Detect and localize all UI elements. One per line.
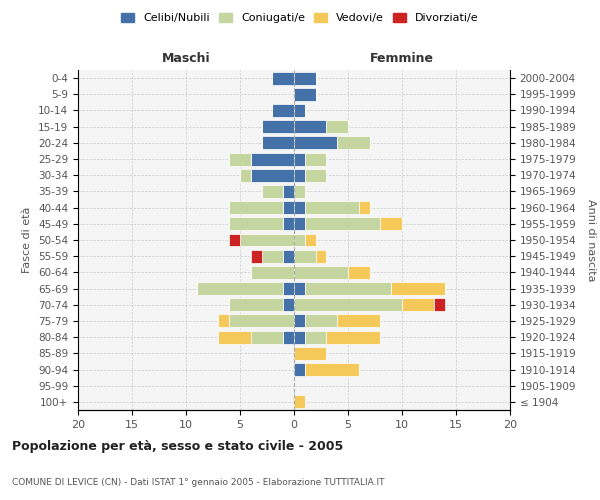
Bar [294,72,316,85]
Bar [283,185,294,198]
Bar [251,330,283,344]
Bar [272,104,294,117]
Bar [348,266,370,279]
Bar [402,298,434,311]
Bar [262,136,294,149]
Bar [380,218,402,230]
Bar [197,282,283,295]
Bar [359,201,370,214]
Bar [251,152,294,166]
Bar [283,330,294,344]
Bar [294,169,305,181]
Bar [262,120,294,133]
Bar [305,201,359,214]
Bar [316,250,326,262]
Bar [326,120,348,133]
Bar [218,330,251,344]
Bar [434,298,445,311]
Bar [305,363,359,376]
Bar [305,314,337,328]
Bar [294,298,402,311]
Bar [305,282,391,295]
Bar [262,185,283,198]
Bar [229,201,283,214]
Bar [229,314,294,328]
Text: COMUNE DI LEVICE (CN) - Dati ISTAT 1° gennaio 2005 - Elaborazione TUTTITALIA.IT: COMUNE DI LEVICE (CN) - Dati ISTAT 1° ge… [12,478,385,487]
Bar [294,185,305,198]
Bar [294,136,337,149]
Bar [294,330,305,344]
Bar [229,234,240,246]
Bar [229,298,283,311]
Bar [294,250,316,262]
Bar [294,347,326,360]
Text: Popolazione per età, sesso e stato civile - 2005: Popolazione per età, sesso e stato civil… [12,440,343,453]
Bar [240,234,294,246]
Bar [218,314,229,328]
Bar [294,314,305,328]
Bar [229,152,251,166]
Bar [283,218,294,230]
Bar [283,250,294,262]
Bar [294,152,305,166]
Bar [294,396,305,408]
Bar [294,201,305,214]
Bar [294,218,305,230]
Bar [391,282,445,295]
Y-axis label: Fasce di età: Fasce di età [22,207,32,273]
Bar [326,330,380,344]
Legend: Celibi/Nubili, Coniugati/e, Vedovi/e, Divorziati/e: Celibi/Nubili, Coniugati/e, Vedovi/e, Di… [117,8,483,28]
Bar [305,330,326,344]
Bar [305,218,380,230]
Bar [294,234,305,246]
Bar [305,234,316,246]
Bar [294,282,305,295]
Bar [283,201,294,214]
Bar [305,152,326,166]
Bar [305,169,326,181]
Bar [251,266,294,279]
Bar [240,169,251,181]
Bar [294,88,316,101]
Bar [251,250,262,262]
Bar [294,120,326,133]
Bar [337,314,380,328]
Bar [229,218,283,230]
Bar [272,72,294,85]
Bar [337,136,370,149]
Bar [262,250,283,262]
Bar [251,169,294,181]
Bar [294,266,348,279]
Y-axis label: Anni di nascita: Anni di nascita [586,198,596,281]
Text: Maschi: Maschi [161,52,211,65]
Bar [283,282,294,295]
Bar [283,298,294,311]
Bar [294,104,305,117]
Bar [294,363,305,376]
Text: Femmine: Femmine [370,52,434,65]
